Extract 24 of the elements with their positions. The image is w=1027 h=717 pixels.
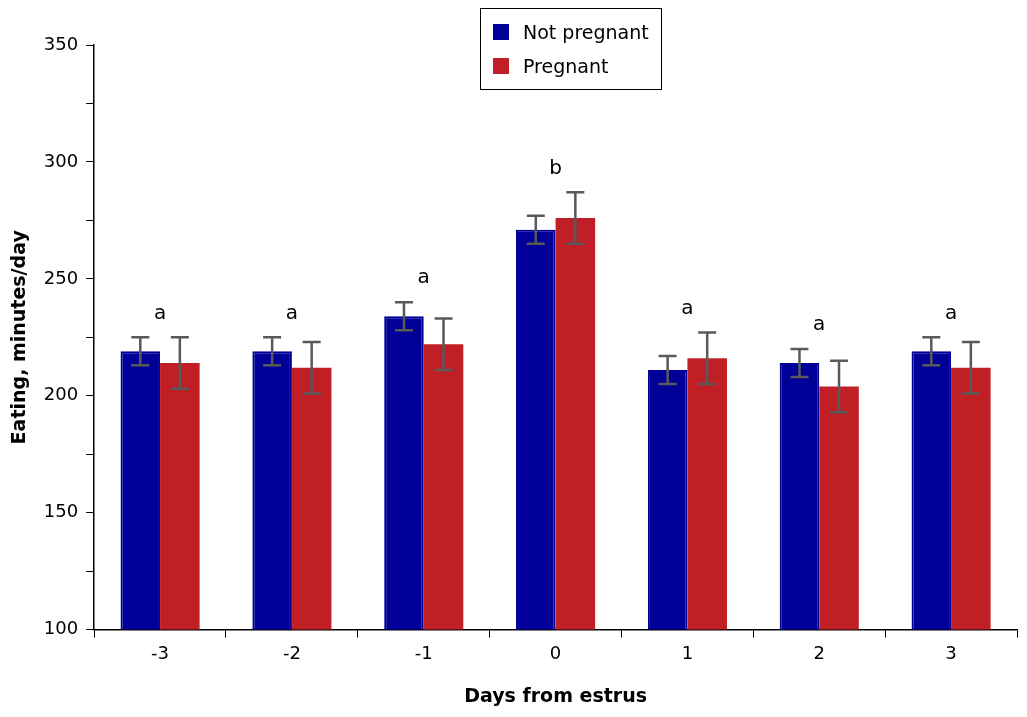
y-tick-label: 250	[43, 266, 79, 288]
x-tick-label: 0	[549, 642, 562, 664]
legend-label: Not pregnant	[523, 21, 649, 43]
y-tick-label: 300	[43, 149, 79, 171]
annotation: a	[944, 299, 958, 324]
y-tick-label: 100	[43, 617, 79, 639]
annotation: a	[681, 294, 694, 319]
x-tick-label: 1	[681, 642, 694, 664]
y-tick-label: 200	[43, 383, 79, 405]
annotation: a	[285, 299, 299, 324]
x-tick-label: -1	[414, 642, 433, 664]
y-tick-label: 150	[43, 500, 79, 522]
annotation: a	[153, 299, 167, 324]
y-tick-label: 350	[43, 32, 79, 54]
x-tick-label: -2	[282, 642, 301, 664]
annotation: a	[417, 264, 430, 289]
annotation: b	[549, 154, 562, 179]
legend-label: Pregnant	[523, 55, 609, 77]
x-tick-label: 2	[813, 642, 825, 664]
annotation: a	[813, 311, 826, 336]
x-tick-label: 3	[945, 642, 957, 664]
y-axis-title: Eating, minutes/day	[7, 229, 30, 445]
x-axis-title: Days from estrus	[464, 683, 648, 706]
x-tick-label: -3	[151, 642, 170, 664]
